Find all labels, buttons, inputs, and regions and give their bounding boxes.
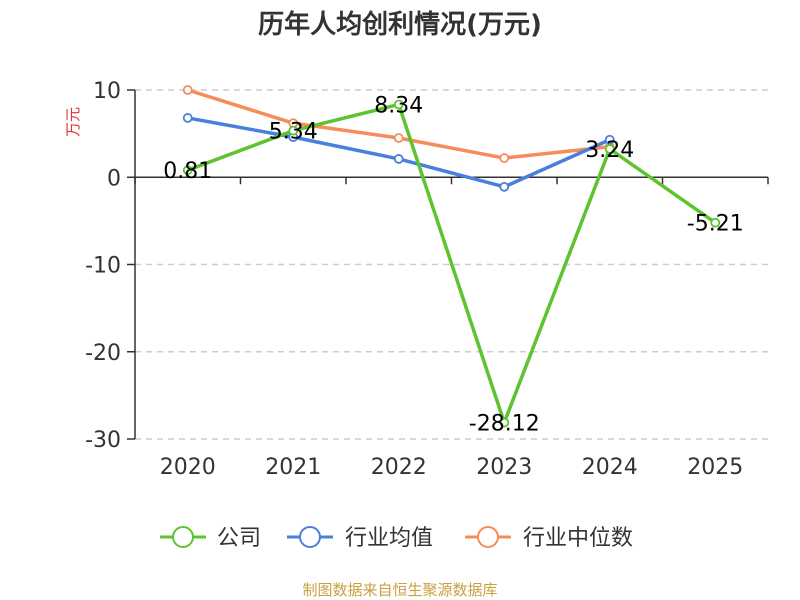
data-point (499, 181, 510, 192)
data-point (499, 153, 510, 163)
data-point (393, 154, 404, 164)
axes: 10 0 -10 -20 -30 2020 2021 2022 2023 2024 2025 (85, 79, 769, 480)
x-tick-label: 2025 (687, 455, 743, 480)
data-labels: 0.81 5.34 8.34 -28.12 3.24 -5.21 (163, 93, 743, 436)
y-tick-label: 10 (93, 79, 121, 104)
legend-label: 行业均值 (345, 526, 433, 551)
data-point (499, 417, 510, 428)
y-axis-label: 万元 (64, 107, 82, 137)
legend-marker (299, 526, 321, 548)
data-point (710, 217, 721, 228)
data-point (182, 113, 193, 123)
data-point (393, 99, 404, 110)
chart-title: 历年人均创利情况(万元) (258, 9, 542, 40)
data-point (288, 125, 299, 136)
data-point (393, 133, 404, 143)
data-label: -28.12 (469, 412, 540, 437)
y-tick-label: -10 (85, 254, 121, 279)
legend-marker (172, 526, 194, 548)
source-note: 制图数据来自恒生聚源数据库 (302, 581, 497, 599)
legend-item-3[interactable]: 行业中位数 (465, 526, 633, 551)
series-2 (182, 113, 615, 192)
series-1 (182, 99, 721, 428)
legend-label: 公司 (217, 526, 261, 551)
data-point (182, 165, 193, 176)
legend-marker (477, 526, 499, 548)
data-point (182, 85, 193, 95)
legend-item-2[interactable]: 行业均值 (287, 526, 433, 551)
legend-item-1[interactable]: 公司 (160, 526, 261, 551)
series-lines (182, 85, 721, 428)
series-line (187, 102, 717, 425)
data-label: -5.21 (687, 212, 744, 237)
legend[interactable]: 公司 行业均值 行业中位数 (160, 526, 633, 551)
data-label: 5.34 (269, 120, 318, 145)
y-tick-label: 0 (107, 166, 121, 191)
x-tick-label: 2022 (371, 455, 427, 480)
data-label: 8.34 (374, 93, 423, 118)
data-point (604, 144, 615, 154)
x-tick-label: 2024 (582, 455, 638, 480)
x-tick-label: 2021 (265, 455, 321, 480)
x-tick-label: 2020 (160, 455, 216, 480)
x-tick-label: 2023 (476, 455, 532, 480)
y-tick-label: -30 (85, 428, 121, 453)
data-point (604, 134, 615, 145)
legend-label: 行业中位数 (523, 526, 633, 551)
y-tick-label: -20 (85, 341, 121, 366)
data-label: 3.24 (585, 138, 634, 163)
data-label: 0.81 (163, 159, 212, 184)
